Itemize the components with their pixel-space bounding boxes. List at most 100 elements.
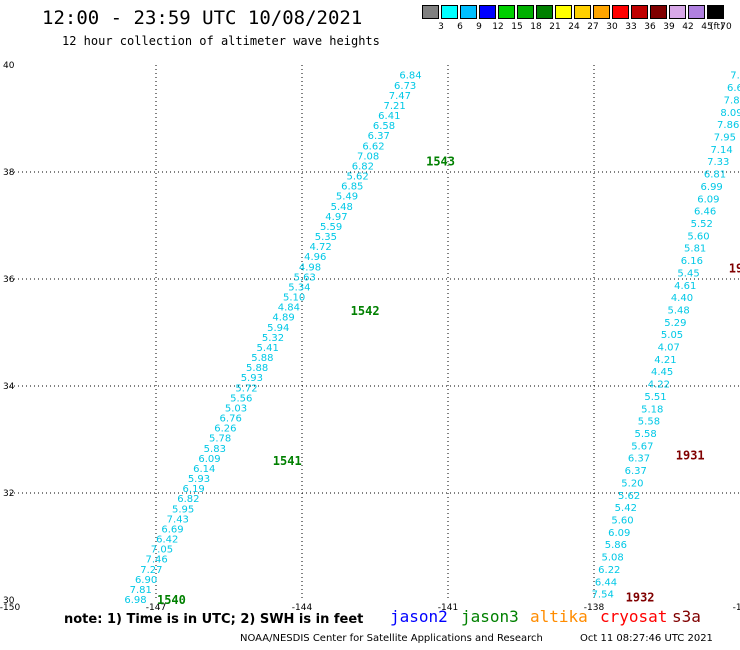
grid-lines — [10, 65, 740, 600]
wave-height-value: 7. — [730, 71, 740, 82]
wave-height-value: 5.94 — [267, 323, 289, 334]
wave-height-value: 6.41 — [378, 111, 400, 122]
wave-height-value: 6.09 — [697, 194, 719, 205]
colorbar-label: 45 — [701, 22, 713, 32]
wave-height-value: 5.45 — [677, 268, 699, 279]
wave-height-value: 5.67 — [631, 441, 653, 452]
colorbar-swatch — [422, 5, 439, 19]
wave-height-value: 4.40 — [671, 293, 693, 304]
colorbar-swatch — [593, 5, 610, 19]
wave-height-value: 6.42 — [156, 535, 178, 546]
mission-legend-item: s3a — [672, 607, 701, 626]
wave-height-value: 5.59 — [320, 222, 342, 233]
wave-height-value: 5.51 — [644, 392, 666, 403]
pass-time-label: 1540 — [157, 593, 186, 607]
colorbar-swatch — [707, 5, 724, 19]
wave-height-value: 6.19 — [183, 484, 205, 495]
colorbar-label: 6 — [457, 22, 463, 32]
colorbar-label: 42 — [682, 22, 694, 32]
wave-height-value: 6.37 — [625, 466, 647, 477]
wave-height-value: 5.48 — [331, 202, 353, 213]
wave-height-value: 7.05 — [151, 545, 173, 556]
wave-height-value: 4.61 — [674, 281, 696, 292]
y-tick-label: 36 — [3, 275, 15, 285]
wave-height-value: 6.14 — [193, 464, 215, 475]
wave-height-value: 5.29 — [664, 318, 686, 329]
wave-height-value: 5.34 — [288, 282, 310, 293]
colorbar-swatch — [479, 5, 496, 19]
wave-height-value: 6.46 — [694, 207, 716, 218]
x-tick-label: -147 — [146, 603, 166, 613]
wave-height-value: 5.52 — [691, 219, 713, 230]
wave-height-value: 5.58 — [638, 417, 660, 428]
wave-height-value: 5.35 — [315, 232, 337, 243]
wave-height-value: 6.09 — [608, 528, 630, 539]
colorbar-swatch — [555, 5, 572, 19]
x-tick-label: -138 — [584, 603, 605, 613]
pass-time-label: 1930 — [729, 261, 740, 275]
wave-height-value: 5.49 — [336, 192, 358, 203]
y-tick-label: 38 — [3, 168, 15, 178]
wave-height-value: 6.26 — [214, 424, 236, 435]
colorbar-label: 15 — [511, 22, 523, 32]
colorbar-label: 18 — [530, 22, 542, 32]
pass-time-label: 1931 — [676, 449, 705, 463]
colorbar-swatch — [612, 5, 629, 19]
wave-height-value: 6.99 — [701, 182, 723, 193]
wave-height-value: 4.07 — [658, 343, 680, 354]
wave-height-value: 4.72 — [309, 242, 331, 253]
wave-height-values: 6.987.816.907.277.467.056.426.697.435.95… — [124, 71, 740, 606]
colorbar-swatch — [517, 5, 534, 19]
colorbar-label: 9 — [476, 22, 482, 32]
y-tick-label: 40 — [3, 61, 15, 71]
wave-height-value: 4.98 — [299, 262, 321, 273]
wave-height-value: 7.86 — [717, 120, 739, 131]
chart-title: 12:00 - 23:59 UTC 10/08/2021 — [42, 7, 363, 29]
x-tick-label: -141 — [438, 603, 458, 613]
wave-height-value: 4.89 — [272, 313, 294, 324]
mission-legend-item: jason3 — [461, 607, 519, 626]
colorbar-swatch — [669, 5, 686, 19]
wave-height-value: 6.6 — [727, 83, 740, 94]
colorbar-label: 27 — [587, 22, 599, 32]
wave-height-value: 7.14 — [710, 145, 732, 156]
generated-timestamp: Oct 11 08:27:46 UTC 2021 — [580, 633, 713, 644]
y-tick-label: 32 — [3, 489, 14, 499]
colorbar-label: 3 — [438, 22, 444, 32]
y-axis-tick-labels: 30 32 34 36 38 40 — [3, 61, 15, 606]
x-tick-label: -13 — [733, 603, 740, 613]
wave-height-value: 7.33 — [707, 157, 729, 168]
colorbar-label: 33 — [625, 22, 637, 32]
credit-line: NOAA/NESDIS Center for Satellite Applica… — [240, 633, 543, 644]
pass-time-label: 1543 — [426, 154, 455, 168]
wave-height-value: 4.84 — [278, 303, 300, 314]
colorbar-swatch — [574, 5, 591, 19]
wave-height-value: 7.46 — [146, 555, 168, 566]
wave-height-value: 5.18 — [641, 404, 663, 415]
wave-height-value: 6.22 — [598, 565, 620, 576]
x-axis-tick-labels: -150 -147 -144 -141 -138 -13 — [0, 603, 740, 613]
wave-height-value: 6.37 — [368, 131, 390, 142]
wave-height-value: 4.22 — [648, 380, 670, 391]
wave-height-value: 5.95 — [172, 504, 194, 515]
mission-legend-item: cryosat — [600, 607, 668, 626]
wave-height-value: 5.20 — [621, 478, 643, 489]
colorbar-swatch — [460, 5, 477, 19]
wave-height-value: 6.44 — [595, 577, 617, 588]
colorbar-label: 24 — [568, 22, 580, 32]
wave-height-value: 7.43 — [167, 514, 189, 525]
pass-time-labels: 1540 1541 1542 1543 1932 1931 1930 — [157, 154, 740, 607]
colorbar-label: 30 — [606, 22, 618, 32]
wave-height-value: 7.81 — [130, 585, 152, 596]
wave-height-value: 4.97 — [325, 212, 347, 223]
wave-height-value: 5.63 — [294, 272, 316, 283]
wave-height-value: 4.45 — [651, 367, 673, 378]
wave-height-value: 5.78 — [209, 434, 231, 445]
wave-height-value: 5.83 — [204, 444, 226, 455]
wave-height-value: 7.54 — [592, 590, 614, 601]
wave-height-value: 7.08 — [357, 151, 379, 162]
wave-height-value: 7.47 — [389, 91, 411, 102]
wave-height-value: 6.73 — [394, 81, 416, 92]
wave-height-value: 5.60 — [611, 516, 633, 527]
wave-height-value: 6.98 — [124, 595, 146, 606]
